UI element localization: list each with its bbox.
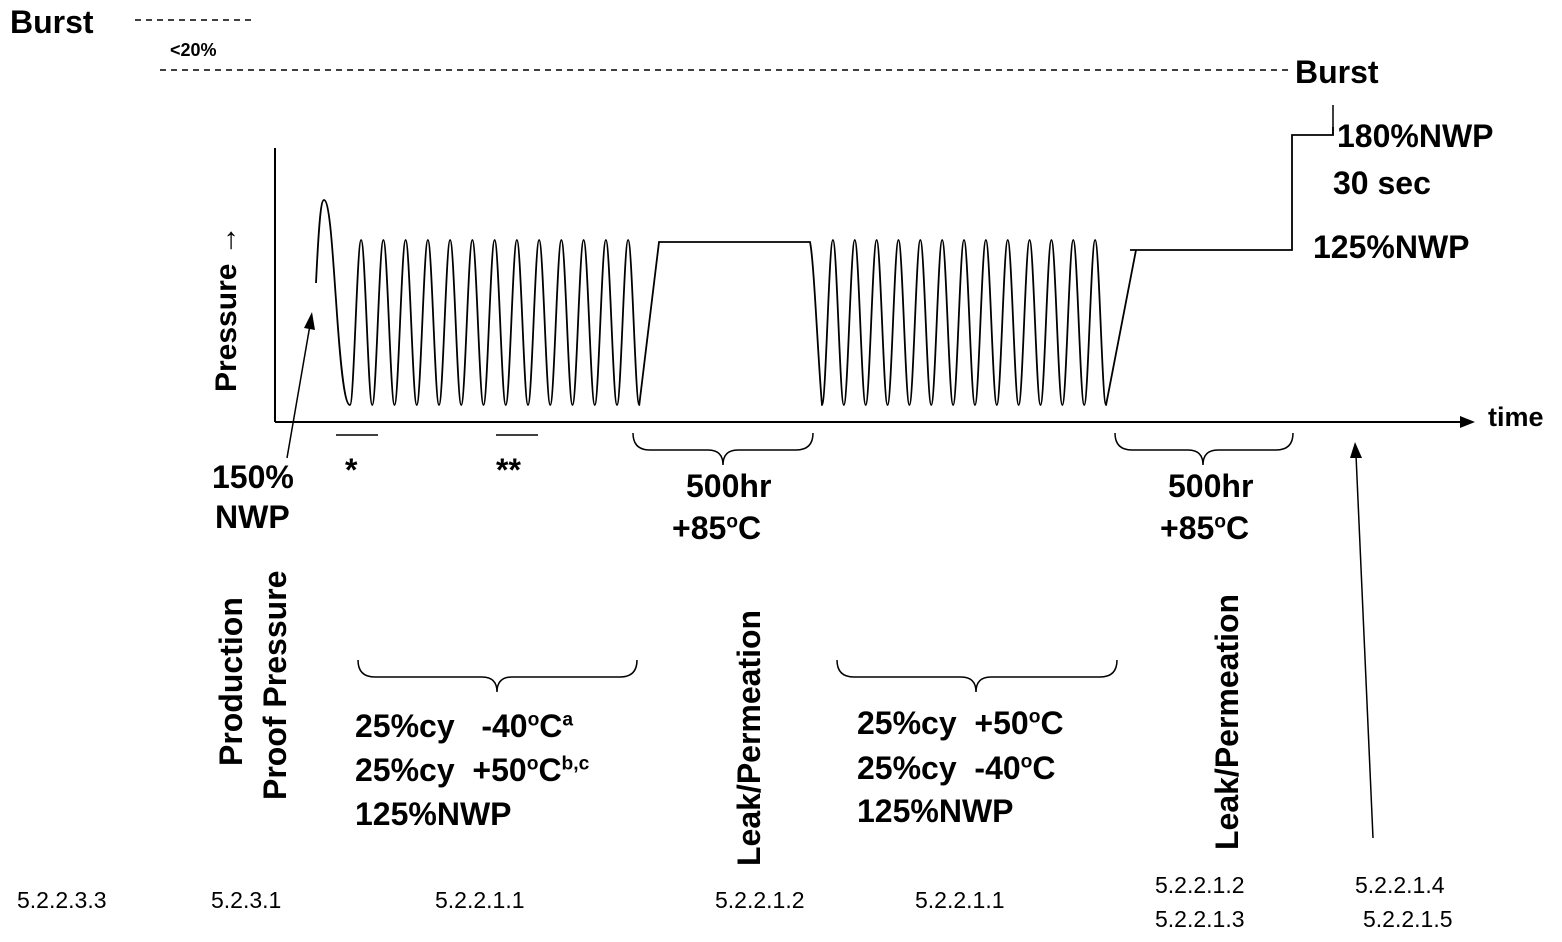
- hold-180-nwp-label: 180%NWP: [1337, 118, 1494, 154]
- burst-label-top: Burst: [10, 4, 94, 40]
- burst-test-arrowhead: [1350, 442, 1362, 458]
- hold-30-sec-label: 30 sec: [1333, 165, 1431, 201]
- hold-brace-2: [1114, 432, 1294, 466]
- section-ref-9: 5.2.2.1.5: [1363, 906, 1453, 932]
- section-ref-8: 5.2.2.1.4: [1355, 872, 1445, 898]
- group1-low-temp-cycles: 25%cy -40oCa: [355, 708, 574, 744]
- burst-step-line: [1130, 127, 1334, 251]
- section-ref-3: 5.2.2.1.1: [435, 887, 525, 913]
- group1-pressure: 125%NWP: [355, 796, 512, 832]
- group1-high-temp-cycles: 25%cy +50oCb,c: [355, 752, 590, 788]
- pressure-125-nwp-right-label: 125%NWP: [1313, 229, 1470, 265]
- hold-temperature-label-1: +85oC: [672, 510, 762, 546]
- double-asterisk-note: **: [496, 452, 521, 488]
- proof-pressure-arrowhead: [304, 312, 315, 330]
- production-label: Production: [213, 597, 249, 766]
- proof-pressure-arrow: [286, 324, 311, 459]
- hold-brace-1: [632, 432, 814, 466]
- section-ref-1: 5.2.2.3.3: [17, 887, 107, 913]
- hold-duration-label-1: 500hr: [686, 468, 772, 504]
- hold-duration-label-2: 500hr: [1168, 468, 1254, 504]
- leak-permeation-label-2: Leak/Permeation: [1209, 593, 1245, 850]
- section-ref-7: 5.2.2.1.3: [1155, 906, 1245, 932]
- less-than-20-percent-label: <20%: [170, 40, 217, 60]
- cycle-group-brace-2: [836, 659, 1118, 693]
- hold-temperature-label-2: +85oC: [1160, 510, 1250, 546]
- x-axis-arrowhead: [1460, 416, 1475, 428]
- proof-150-percent-label: 150%: [212, 459, 294, 495]
- x-axis-label: time: [1488, 402, 1544, 432]
- section-ref-2: 5.2.3.1: [211, 887, 282, 913]
- group2-low-temp-cycles: 25%cy -40oC: [857, 750, 1056, 786]
- burst-label-right: Burst: [1295, 54, 1379, 90]
- single-asterisk-note: *: [345, 452, 358, 488]
- cycle-group-brace-1: [357, 659, 638, 693]
- proof-nwp-label: NWP: [215, 499, 290, 535]
- proof-pressure-label: Proof Pressure: [257, 570, 293, 800]
- group2-high-temp-cycles: 25%cy +50oC: [857, 705, 1064, 741]
- y-axis-label: Pressure →: [210, 225, 243, 392]
- pressure-cycle-waveform: [315, 199, 1137, 406]
- section-ref-6: 5.2.2.1.2: [1155, 872, 1245, 898]
- section-ref-4: 5.2.2.1.2: [715, 887, 805, 913]
- section-ref-5: 5.2.2.1.1: [915, 887, 1005, 913]
- leak-permeation-label-1: Leak/Permeation: [731, 609, 767, 866]
- burst-test-arrow: [1355, 454, 1374, 839]
- group2-pressure: 125%NWP: [857, 793, 1014, 829]
